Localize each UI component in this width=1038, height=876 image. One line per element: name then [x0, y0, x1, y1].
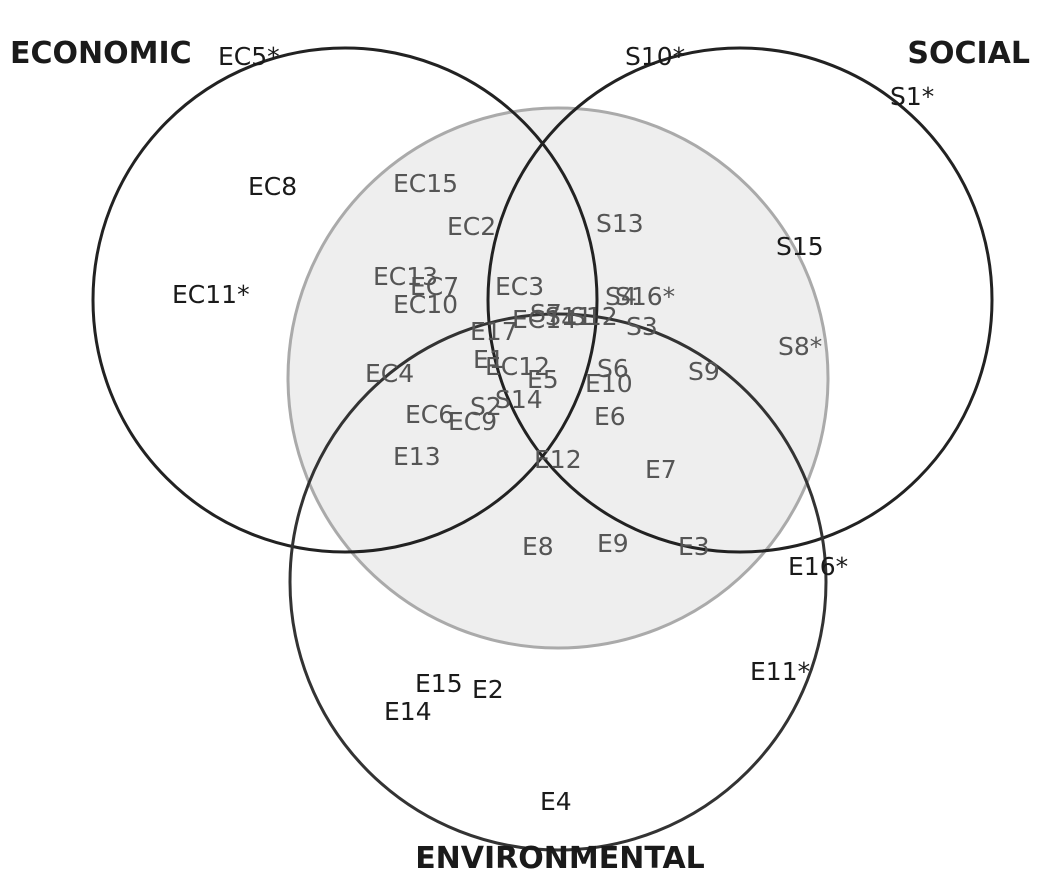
item-label: S4	[605, 282, 637, 311]
item-label: E4	[540, 787, 572, 816]
core-circle	[286, 106, 830, 650]
set-label: SOCIAL	[907, 36, 1030, 71]
item-label: S9	[688, 357, 720, 386]
item-label: EC6	[405, 400, 454, 429]
item-label: E2	[472, 675, 504, 704]
item-label: E7	[645, 455, 677, 484]
item-label: S10*	[625, 42, 685, 71]
item-label: EC7	[410, 272, 459, 301]
item-label: S7	[530, 299, 562, 328]
item-label: E12	[534, 445, 582, 474]
item-label: EC11*	[172, 280, 250, 309]
item-label: EC12	[485, 352, 550, 381]
item-label: E13	[393, 442, 441, 471]
set-label: ECONOMIC	[10, 36, 192, 71]
item-label: E8	[522, 532, 554, 561]
item-label: S2	[470, 392, 502, 421]
item-label: E14	[384, 697, 432, 726]
social-circle	[486, 46, 994, 554]
item-label: E11*	[750, 657, 810, 686]
item-label: EC10	[393, 290, 458, 319]
item-label: S13	[596, 209, 644, 238]
item-label: S3	[626, 312, 658, 341]
item-label: EC4	[365, 359, 414, 388]
item-label: S11	[545, 302, 593, 331]
item-label: E17	[470, 317, 518, 346]
item-label: E3	[678, 532, 710, 561]
environmental-circle	[288, 312, 828, 852]
item-label: E6	[594, 402, 626, 431]
item-label: S12	[570, 302, 618, 331]
item-label: E9	[597, 529, 629, 558]
item-label: EC9	[448, 407, 497, 436]
item-label: S15	[776, 232, 824, 261]
item-label: EC14	[512, 305, 577, 334]
item-label: E15	[415, 669, 463, 698]
item-label: S6	[597, 354, 629, 383]
item-label: EC2	[447, 212, 496, 241]
item-label: S8*	[778, 332, 822, 361]
item-label: E1	[473, 345, 505, 374]
item-label: EC3	[495, 272, 544, 301]
item-label: S1*	[890, 82, 934, 111]
item-label: E16*	[788, 552, 848, 581]
item-label: EC5*	[218, 42, 280, 71]
item-label: EC15	[393, 169, 458, 198]
set-label: ENVIRONMENTAL	[415, 841, 705, 876]
item-label: EC13	[373, 262, 438, 291]
item-label: S14	[495, 385, 543, 414]
item-label: EC8	[248, 172, 297, 201]
item-label: E10	[585, 369, 633, 398]
item-label: E5	[527, 365, 559, 394]
economic-circle	[91, 46, 599, 554]
item-label: S16*	[615, 282, 675, 311]
